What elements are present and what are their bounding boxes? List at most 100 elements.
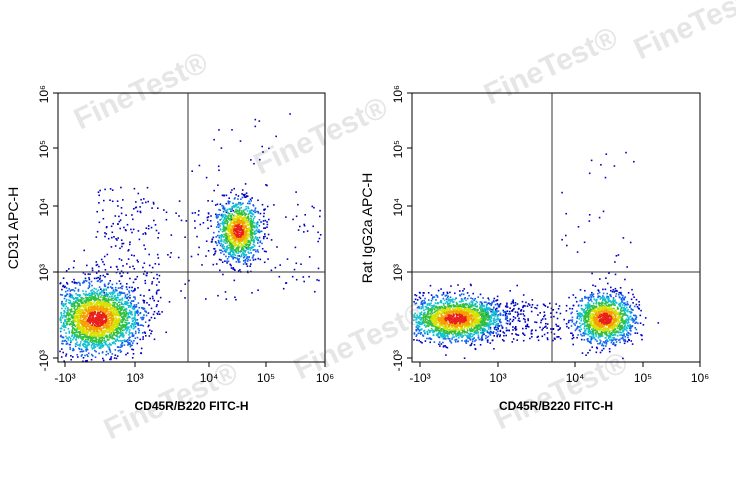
event-dot (570, 319, 572, 322)
event-dot (134, 314, 136, 316)
event-dot (486, 341, 489, 343)
event-dot (481, 320, 484, 323)
event-dot (219, 269, 221, 272)
event-dot (480, 320, 483, 323)
event-dot (483, 321, 486, 323)
event-dot (223, 241, 225, 243)
event-dot (151, 281, 154, 283)
event-dot (127, 316, 129, 319)
event-dot (235, 251, 238, 254)
event-dot (574, 324, 576, 326)
event-dot (93, 339, 96, 342)
event-dot (228, 244, 231, 246)
event-dot (90, 341, 93, 344)
event-dot (634, 327, 636, 329)
event-dot (250, 263, 252, 265)
event-dot (251, 256, 254, 259)
event-dot (575, 328, 578, 330)
event-dot (634, 322, 636, 324)
event-dot (430, 321, 432, 324)
event-dot (256, 221, 259, 223)
event-dot (220, 259, 222, 261)
event-dot (437, 333, 440, 335)
event-dot (108, 348, 111, 350)
event-dot (624, 325, 626, 327)
event-dot (590, 299, 592, 301)
event-dot (468, 302, 471, 305)
event-dot (223, 207, 226, 209)
event-dot (77, 294, 79, 296)
event-dot (433, 305, 435, 307)
event-dot (91, 269, 94, 272)
event-dot (241, 203, 243, 206)
event-dot (131, 307, 134, 309)
event-dot (66, 293, 69, 295)
event-dot (631, 309, 633, 311)
event-dot (69, 346, 71, 349)
event-dot (81, 339, 83, 341)
event-dot (483, 325, 485, 327)
event-dot (499, 321, 502, 324)
event-dot (114, 306, 117, 308)
event-dot (590, 314, 592, 317)
event-dot (106, 295, 109, 298)
event-dot (228, 202, 230, 205)
event-dot (102, 344, 105, 346)
event-dot (103, 297, 106, 299)
event-dot (487, 315, 490, 317)
event-dot (81, 333, 84, 335)
event-dot (486, 313, 488, 316)
event-dot (91, 342, 94, 345)
event-dot (120, 259, 123, 261)
event-dot (469, 332, 472, 335)
event-dot (118, 292, 121, 294)
event-dot (613, 165, 616, 167)
event-dot (139, 338, 142, 341)
event-dot (583, 309, 585, 312)
event-dot (584, 321, 586, 324)
event-dot (82, 357, 85, 359)
event-dot (123, 292, 126, 294)
event-dot (552, 309, 555, 311)
event-dot (614, 343, 617, 346)
event-dot (425, 315, 427, 317)
event-dot (544, 305, 547, 307)
event-dot (130, 302, 133, 305)
event-dot (481, 336, 483, 338)
event-dot (130, 228, 132, 231)
event-dot (474, 340, 476, 342)
event-dot (479, 307, 481, 309)
event-dot (633, 320, 636, 322)
event-dot (224, 229, 226, 232)
event-dot (147, 227, 150, 230)
event-dot (134, 319, 137, 322)
event-dot (88, 300, 90, 302)
event-dot (71, 329, 74, 331)
event-dot (170, 252, 172, 254)
event-dot (244, 243, 247, 246)
event-dot (474, 305, 477, 308)
event-dot (99, 299, 101, 302)
event-dot (420, 313, 423, 315)
event-dot (416, 325, 418, 327)
event-dot (458, 333, 461, 335)
event-dot (194, 227, 196, 229)
event-dot (61, 342, 63, 345)
event-dot (580, 318, 583, 320)
event-dot (78, 347, 80, 350)
event-dot (611, 327, 614, 330)
event-dot (629, 306, 631, 308)
event-dot (436, 307, 438, 310)
event-dot (96, 345, 99, 347)
event-dot (217, 221, 219, 223)
event-dot (87, 303, 89, 305)
event-dot (424, 302, 426, 305)
event-dot (118, 336, 121, 339)
event-dot (95, 261, 98, 263)
event-dot (592, 293, 595, 295)
event-dot (128, 291, 131, 294)
event-dot (69, 299, 71, 302)
event-dot (495, 313, 497, 315)
event-dot (131, 335, 134, 338)
event-dot (100, 258, 103, 261)
